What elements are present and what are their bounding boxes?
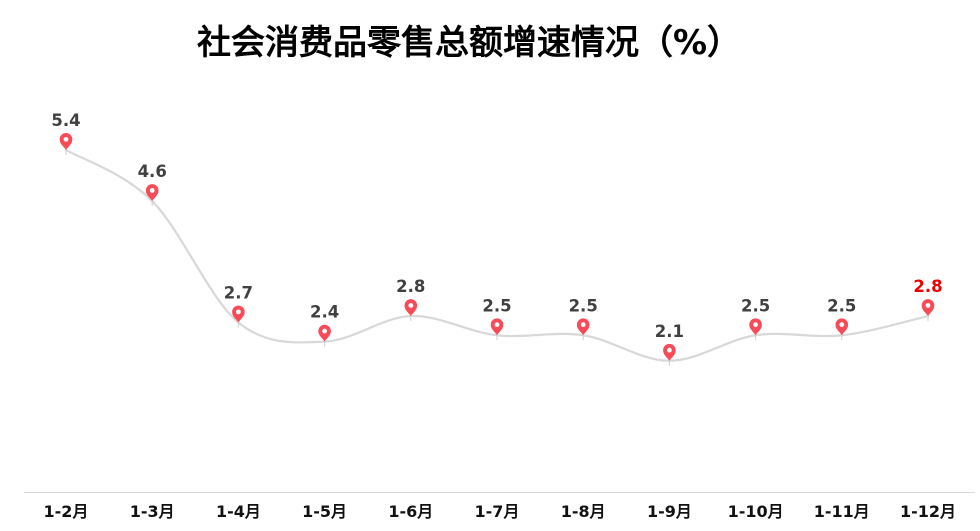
series-line — [64, 148, 930, 362]
map-pin-hole — [408, 303, 414, 308]
data-point-label: 2.8 — [396, 277, 425, 296]
x-axis-tick-label: 1-4月 — [216, 502, 261, 521]
data-point-label: 5.4 — [51, 111, 80, 130]
map-pin-hole — [925, 303, 931, 308]
map-pin-hole — [580, 322, 586, 328]
data-point-label: 2.5 — [569, 296, 598, 315]
x-axis-tick-label: 1-5月 — [302, 502, 347, 521]
x-axis-tick-label: 1-9月 — [647, 502, 692, 521]
map-pin-hole — [149, 188, 155, 193]
map-pin-hole — [322, 328, 327, 334]
map-pin-hole — [839, 322, 845, 328]
x-axis-tick-label: 1-3月 — [130, 502, 175, 521]
data-point-label: 4.6 — [138, 162, 167, 181]
data-point-label: 2.1 — [655, 322, 684, 341]
map-pin-hole — [494, 322, 500, 328]
x-axis-tick-label: 1-12月 — [900, 502, 956, 521]
map-pin-hole — [753, 322, 758, 328]
x-axis-tick-label: 1-8月 — [561, 502, 606, 521]
data-point-label: 2.5 — [741, 296, 770, 315]
data-point-label: 2.7 — [224, 283, 253, 302]
data-point-label: 2.5 — [482, 296, 511, 315]
x-axis-tick-label: 1-10月 — [728, 502, 784, 521]
x-axis-tick-label: 1-11月 — [814, 502, 870, 521]
x-axis-tick-label: 1-7月 — [475, 502, 520, 521]
map-pin-hole — [236, 309, 241, 315]
x-axis-tick-label: 1-6月 — [388, 502, 433, 521]
data-point-label: 2.8 — [913, 277, 942, 296]
map-pin-hole — [667, 347, 672, 353]
data-point-label: 2.5 — [827, 296, 856, 315]
data-point-label: 2.4 — [310, 303, 339, 322]
map-pin-hole — [63, 136, 69, 142]
x-axis-tick-label: 1-2月 — [44, 502, 89, 521]
chart-title: 社会消费品零售总额增速情况（%） — [196, 23, 742, 63]
